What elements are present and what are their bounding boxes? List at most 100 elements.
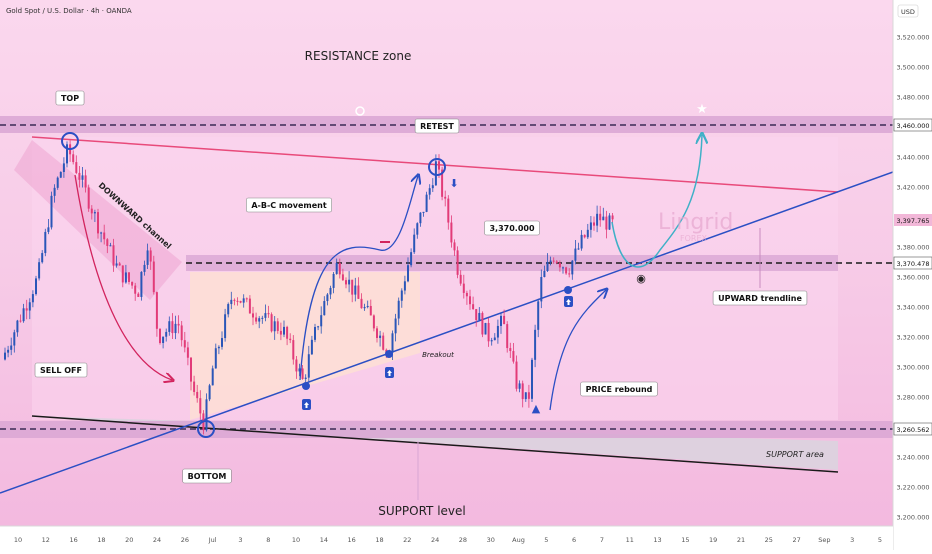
price-tick-label: 3,380.000 [896,244,929,252]
trendline-touch-2 [385,350,393,358]
support-price-tag: 3,260.562 [893,422,932,436]
svg-text:A-B-C movement: A-B-C movement [251,201,327,210]
upward-trendline [0,171,894,494]
time-tick-label: 24 [153,536,161,544]
candle-body [196,391,199,399]
time-tick-label: 5 [544,536,548,544]
candle-body [524,392,527,400]
top-callout: TOP [55,90,85,106]
candle-body [562,267,564,269]
candle-body [332,273,335,288]
candle-body [112,245,115,266]
candle-body [490,340,493,342]
time-tick-label: 11 [626,536,634,544]
candle-body [44,231,47,254]
candle-body [403,281,406,291]
support-level-label: SUPPORT level [378,504,465,518]
candle-body [450,222,453,243]
candle-body [571,260,574,275]
projection-arrow [611,135,702,268]
bottom-circle [197,420,215,438]
candle-body [549,260,552,263]
candle-body [109,245,112,247]
time-axis[interactable] [0,526,893,550]
candle-body [546,262,549,271]
svg-text:TOP: TOP [61,94,79,103]
candle-body [273,321,276,332]
breakout-price-tag: 3,370.478 [893,256,932,270]
symbol-title: Gold Spot / U.S. Dollar · 4h · OANDA [6,7,132,15]
support-area-label: SUPPORT area [766,450,824,459]
candle-body [124,272,127,283]
candle-body [267,313,270,315]
candle-body [574,248,577,261]
candle-body [363,307,366,309]
resistance-zone-label: RESISTANCE zone [305,49,412,63]
price-tick-label: 3,480.000 [896,94,929,102]
candle-body [7,349,10,353]
accumulation-area [190,272,420,420]
abc-callout: A-B-C movement [246,197,332,213]
candle-body [298,368,301,372]
candle-body [527,392,530,399]
candle-body [326,294,329,302]
candle-body [577,248,580,250]
candle-body [239,300,242,303]
candle-body [177,323,180,326]
price-axis[interactable] [893,0,932,550]
candle-body [199,398,202,414]
candle-body [261,317,264,319]
info-icon [355,106,365,116]
candle-body [279,330,282,335]
candle-body [115,263,118,266]
candle-body [354,285,357,295]
rocket-icon: ▲ [532,402,541,415]
candle-body [295,359,298,372]
candle-body [314,327,316,340]
candle-body [602,216,605,221]
candle-body [56,177,59,188]
candle-body [329,287,332,295]
candle-body [605,216,608,230]
time-tick-label: 16 [69,536,77,544]
up-arrow-icon [385,367,394,378]
candle-body [292,340,295,360]
candle-body [31,294,34,303]
candle-body [159,328,161,344]
candle-body [171,321,174,334]
candle-body [233,299,236,301]
candle-body [465,292,468,297]
candle-body [140,271,143,297]
candle-body [552,260,555,262]
candle-body [534,329,537,360]
candle-body [589,222,592,230]
candle-body [509,348,512,352]
candle-body [338,263,341,275]
candle-body [258,318,261,322]
price-tick-label: 3,420.000 [896,184,929,192]
candle-body [75,162,78,173]
currency-button[interactable] [897,4,919,18]
candle-body [317,326,320,328]
time-tick-label: 26 [181,536,189,544]
price-tick-label: 3,200.000 [896,514,929,522]
time-tick-label: 27 [792,536,800,544]
svg-text:BOTTOM: BOTTOM [188,472,227,481]
time-tick-label: Jul [208,536,217,544]
candle-body [276,321,279,331]
candle-body [214,348,217,369]
price-tick-label: 3,440.000 [896,154,929,162]
time-tick-label: 30 [487,536,495,544]
candle-body [428,188,431,195]
up-arrow-icon [302,399,311,410]
price-tick-label: 3,220.000 [896,484,929,492]
price-tick-label: 3,360.000 [896,274,929,282]
candle-body [410,252,413,266]
candle-body [62,163,65,172]
candle-body [555,261,558,263]
time-tick-label: Sep [818,536,830,544]
candle-body [35,278,37,295]
upward-trendline-callout: UPWARD trendline [712,290,808,306]
candle-body [100,232,103,234]
